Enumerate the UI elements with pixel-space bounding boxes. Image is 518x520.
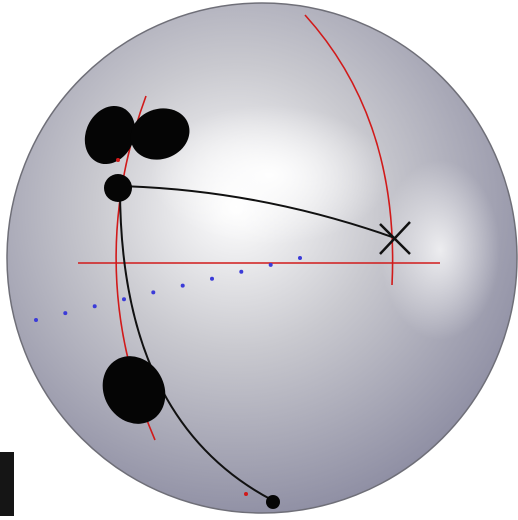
blob-upper-right <box>130 108 190 160</box>
red-meridian-right <box>304 14 394 286</box>
red-point-bottom <box>244 492 248 496</box>
blue-dot <box>268 262 273 267</box>
red-point-upper <box>116 158 120 162</box>
blue-dot <box>298 256 302 260</box>
black-dot-bottom <box>266 495 280 509</box>
blue-dot <box>210 276 214 281</box>
x-mark <box>379 221 411 255</box>
blue-dot <box>63 311 68 316</box>
black-dot-upper <box>104 174 132 202</box>
blue-dot <box>34 318 38 322</box>
blob-upper-left <box>84 105 136 165</box>
blue-dot <box>151 290 156 295</box>
blue-dot <box>122 297 126 302</box>
blue-dot <box>92 304 97 309</box>
sphere-highlight <box>150 105 390 245</box>
blue-dot-row <box>34 256 302 322</box>
blue-dot <box>239 269 244 274</box>
black-arc-upper <box>119 185 396 239</box>
edge-bar <box>0 452 14 516</box>
blue-dot <box>180 283 185 288</box>
sphere-highlight-right <box>380 160 500 340</box>
blob-lower <box>102 356 166 424</box>
